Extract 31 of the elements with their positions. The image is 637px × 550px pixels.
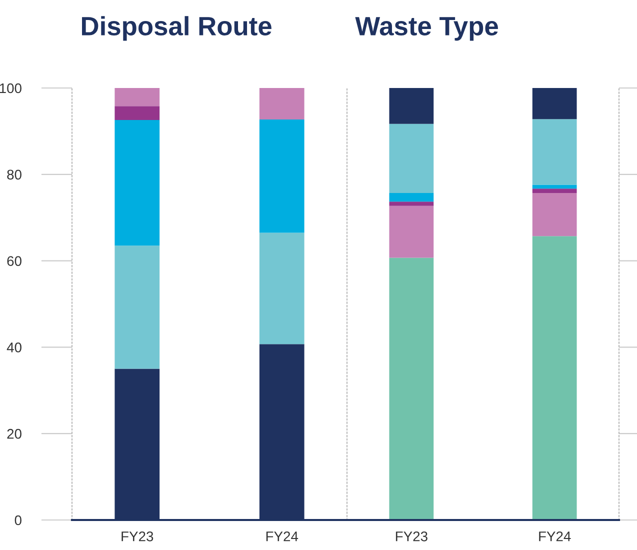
bar bbox=[389, 202, 434, 206]
bar bbox=[114, 120, 160, 246]
bar bbox=[532, 88, 577, 120]
bar bbox=[532, 119, 577, 185]
chart-title: Waste Type bbox=[355, 17, 498, 41]
y-tick-label: 100 bbox=[0, 83, 22, 94]
bar bbox=[114, 246, 160, 369]
bar bbox=[389, 88, 434, 124]
x-tick-label: FY23 bbox=[122, 531, 154, 542]
bar bbox=[389, 258, 434, 520]
y-tick-label: 20 bbox=[7, 428, 22, 439]
y-tick-label: 60 bbox=[7, 256, 22, 266]
x-tick-label: FY24 bbox=[539, 531, 571, 542]
bar bbox=[389, 192, 434, 202]
y-tick-label: 40 bbox=[6, 342, 22, 352]
bar bbox=[259, 120, 304, 233]
bar bbox=[389, 124, 434, 193]
bar bbox=[114, 88, 160, 106]
bar bbox=[389, 206, 434, 258]
bar bbox=[114, 106, 160, 120]
chart-title: Disposal Route bbox=[82, 16, 272, 41]
bar bbox=[259, 232, 304, 344]
x-tick-label: FY23 bbox=[396, 531, 428, 542]
bar bbox=[532, 184, 577, 189]
y-tick-label: 0 bbox=[14, 515, 22, 526]
y-tick-label: 80 bbox=[7, 170, 22, 180]
bar bbox=[532, 188, 577, 193]
bar bbox=[532, 236, 577, 520]
bar bbox=[532, 192, 577, 236]
bar bbox=[259, 88, 304, 120]
x-tick-label: FY24 bbox=[266, 531, 298, 542]
